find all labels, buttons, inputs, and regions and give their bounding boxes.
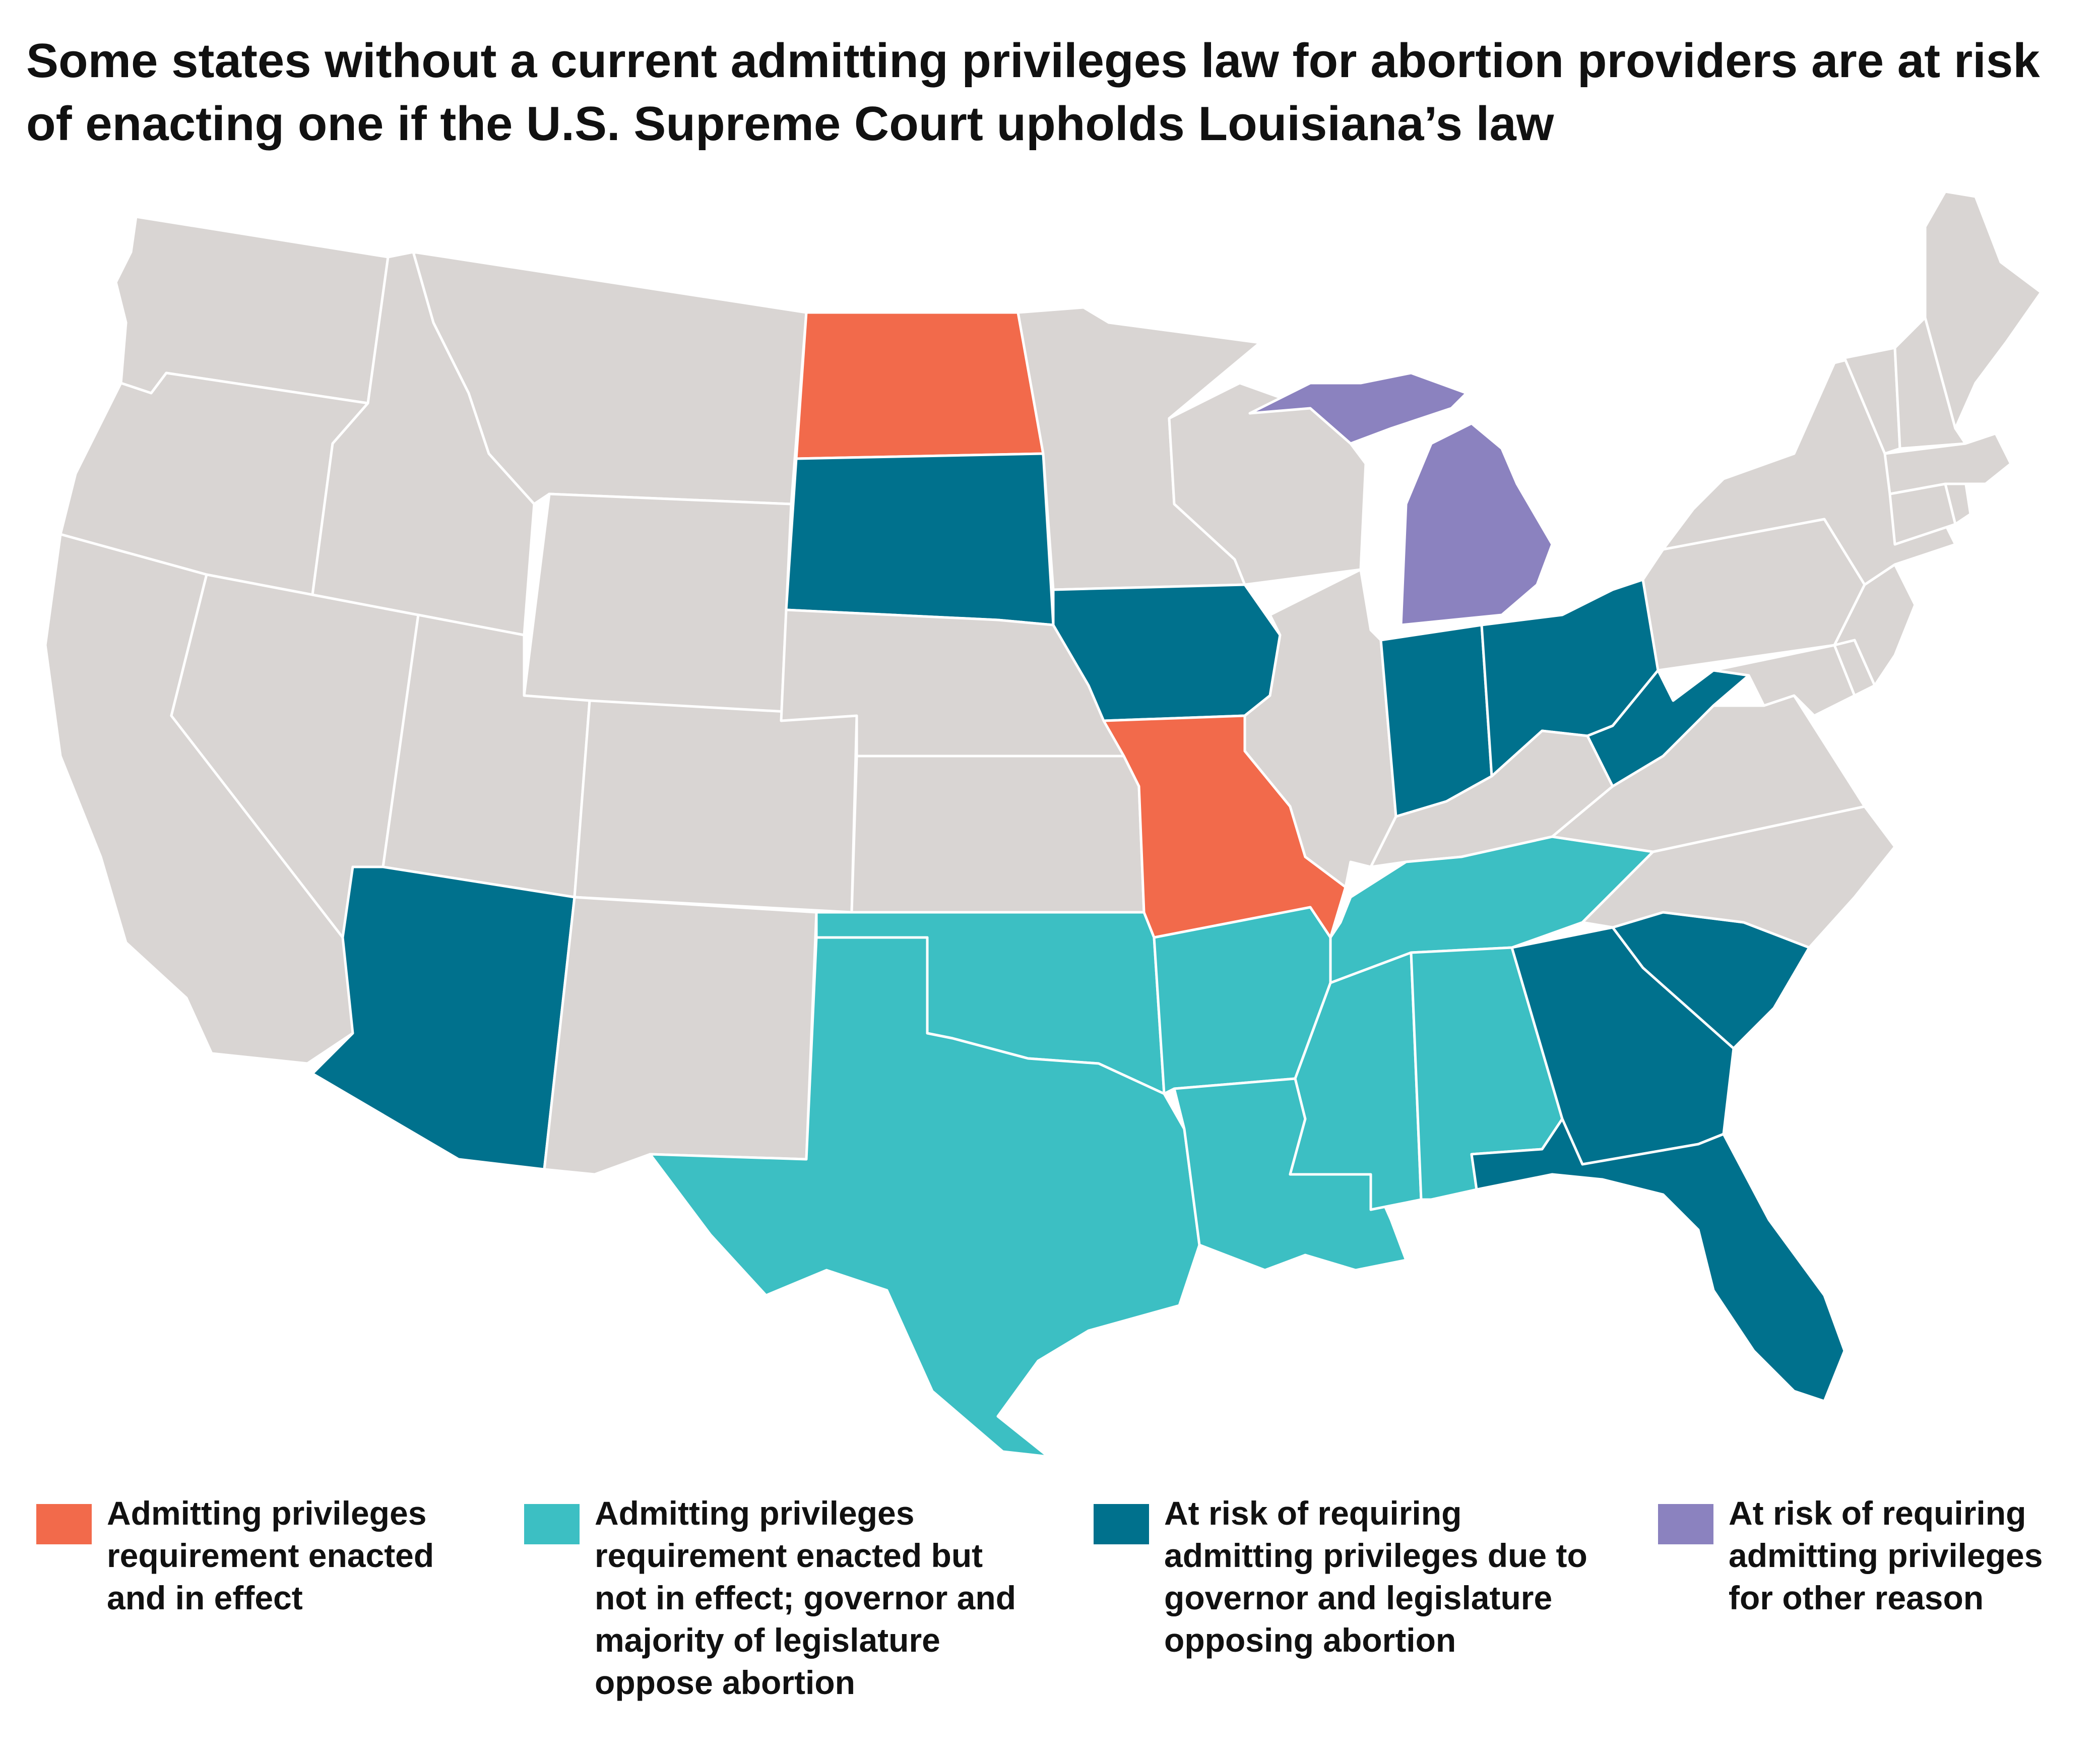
legend-swatch-enacted-not-in-effect xyxy=(524,1504,580,1544)
legend-swatch-at-risk-gov-leg xyxy=(1094,1504,1149,1544)
state-co xyxy=(573,699,858,914)
legend-label-at-risk-other: At risk of requiring admitting privilege… xyxy=(1729,1494,2043,1616)
legend-label-enacted-in-effect: Admitting privileges requirement enacted… xyxy=(107,1494,434,1616)
map-title: Some states without a current admitting … xyxy=(26,34,2040,151)
state-mi-upper xyxy=(1248,371,1468,445)
legend-label-at-risk-gov-leg: At risk of requiring admitting privilege… xyxy=(1164,1494,1587,1659)
state-il xyxy=(1243,568,1397,889)
state-sd xyxy=(785,452,1055,627)
state-wi xyxy=(1168,382,1367,586)
state-mi xyxy=(1399,422,1554,627)
state-nh xyxy=(1893,316,1967,450)
state-wa xyxy=(114,215,390,405)
state-nj xyxy=(1833,563,1917,687)
state-wy xyxy=(523,492,793,722)
state-az xyxy=(311,865,576,1171)
state-me xyxy=(1924,190,2043,430)
legend-label-enacted-not-in-effect: Admitting privileges requirement enacted… xyxy=(595,1494,1016,1701)
state-nd xyxy=(795,311,1045,460)
legend-swatch-enacted-in-effect xyxy=(36,1504,92,1544)
legend: Admitting privileges requirement enacted… xyxy=(0,1492,2100,1744)
state-fl xyxy=(1470,1117,1846,1403)
state-nm xyxy=(543,896,818,1176)
state-tx xyxy=(649,936,1201,1458)
state-ks xyxy=(850,755,1146,914)
state-ma xyxy=(1883,432,2012,495)
legend-swatch-at-risk-other xyxy=(1658,1504,1713,1544)
